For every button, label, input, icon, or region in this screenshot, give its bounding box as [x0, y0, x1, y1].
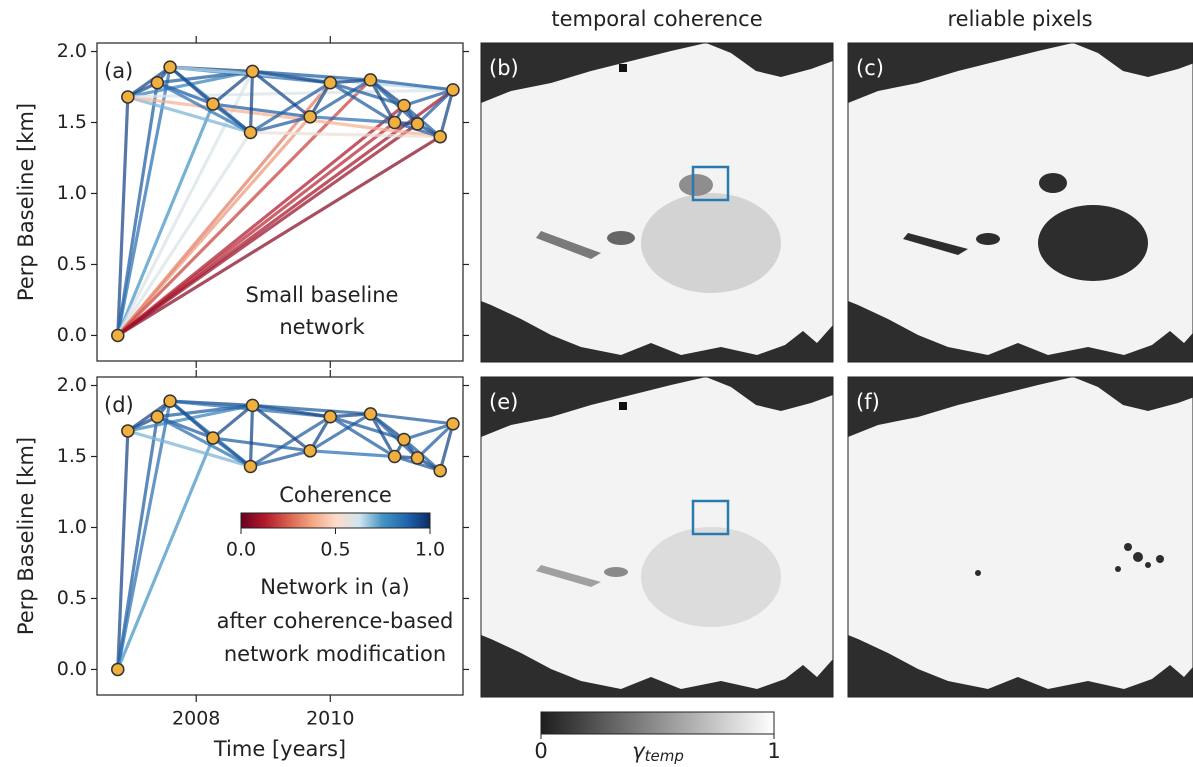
- colorbar-tick-label: 0: [534, 739, 547, 763]
- y-axis-label: Perp Baseline [km]: [14, 437, 38, 635]
- colorbar: [241, 513, 430, 528]
- acquisition-node: [151, 77, 163, 89]
- panel-label: (c): [856, 56, 884, 80]
- acquisition-node: [207, 432, 219, 444]
- acquisition-node: [364, 408, 376, 420]
- image-panel-e: (e): [481, 377, 833, 697]
- panel-label: (a): [104, 59, 133, 83]
- acquisition-node: [122, 425, 134, 437]
- annotation: network: [279, 315, 365, 339]
- colorbar-subscript: temp: [645, 747, 684, 765]
- x-tick-label: 2010: [306, 708, 354, 730]
- y-tick-label: 0.5: [57, 587, 87, 609]
- acquisition-node: [207, 98, 219, 110]
- y-tick-label: 0.0: [57, 324, 87, 346]
- y-tick-label: 2.0: [57, 40, 87, 62]
- acquisition-node: [364, 74, 376, 86]
- acquisition-node: [324, 77, 336, 89]
- acquisition-node: [247, 65, 259, 77]
- x-axis-label: Time [years]: [213, 737, 346, 761]
- acquisition-node: [164, 395, 176, 407]
- acquisition-node: [398, 99, 410, 111]
- acquisition-node: [411, 118, 423, 130]
- acquisition-node: [164, 61, 176, 73]
- acquisition-node: [247, 399, 259, 411]
- annotation: network modification: [224, 642, 446, 666]
- column-title: reliable pixels: [947, 7, 1092, 31]
- colorbar: [541, 712, 774, 734]
- panel-label: (e): [489, 390, 518, 414]
- panel-label: (f): [856, 390, 880, 414]
- annotation: after coherence-based: [217, 609, 454, 633]
- y-tick-label: 0.5: [57, 253, 87, 275]
- acquisition-node: [112, 329, 124, 341]
- acquisition-node: [389, 117, 401, 129]
- annotation: Small baseline: [246, 283, 399, 307]
- colorbar-title: Coherence: [279, 483, 392, 507]
- y-axis-label: Perp Baseline [km]: [14, 103, 38, 301]
- y-tick-label: 1.5: [57, 111, 87, 133]
- figure: (b) (c) (e) (f) temporal coherence relia…: [0, 0, 1193, 767]
- y-tick-label: 1.0: [57, 182, 87, 204]
- acquisition-node: [304, 111, 316, 123]
- acquisition-node: [398, 433, 410, 445]
- acquisition-node: [434, 131, 446, 143]
- x-tick-label: 2008: [172, 708, 220, 730]
- annotation: Network in (a): [260, 575, 409, 599]
- acquisition-node: [304, 445, 316, 457]
- colorbar-tick-label: 0.0: [226, 539, 256, 561]
- acquisition-node: [245, 126, 257, 138]
- acquisition-node: [324, 411, 336, 423]
- image-panel-b: (b): [481, 43, 833, 362]
- y-tick-label: 2.0: [57, 374, 87, 396]
- panel-label: (b): [489, 56, 519, 80]
- y-tick-label: 1.0: [57, 516, 87, 538]
- acquisition-node: [112, 663, 124, 675]
- column-title: temporal coherence: [551, 7, 762, 31]
- colorbar-tick-label: 1: [767, 739, 780, 763]
- acquisition-node: [122, 91, 134, 103]
- acquisition-node: [447, 84, 459, 96]
- image-panel-c: (c): [848, 43, 1193, 362]
- image-panel-f: (f): [848, 377, 1193, 697]
- network-edge: [251, 405, 253, 466]
- network-edge: [251, 71, 253, 132]
- acquisition-node: [411, 452, 423, 464]
- acquisition-node: [447, 418, 459, 430]
- acquisition-node: [151, 411, 163, 423]
- y-tick-label: 1.5: [57, 445, 87, 467]
- panel-label: (d): [104, 393, 134, 417]
- acquisition-node: [389, 451, 401, 463]
- colorbar-label: γtemp: [632, 739, 684, 765]
- colorbar-tick-label: 0.5: [320, 539, 350, 561]
- colorbar-tick-label: 1.0: [415, 539, 445, 561]
- acquisition-node: [434, 465, 446, 477]
- y-tick-label: 0.0: [57, 658, 87, 680]
- acquisition-node: [245, 460, 257, 472]
